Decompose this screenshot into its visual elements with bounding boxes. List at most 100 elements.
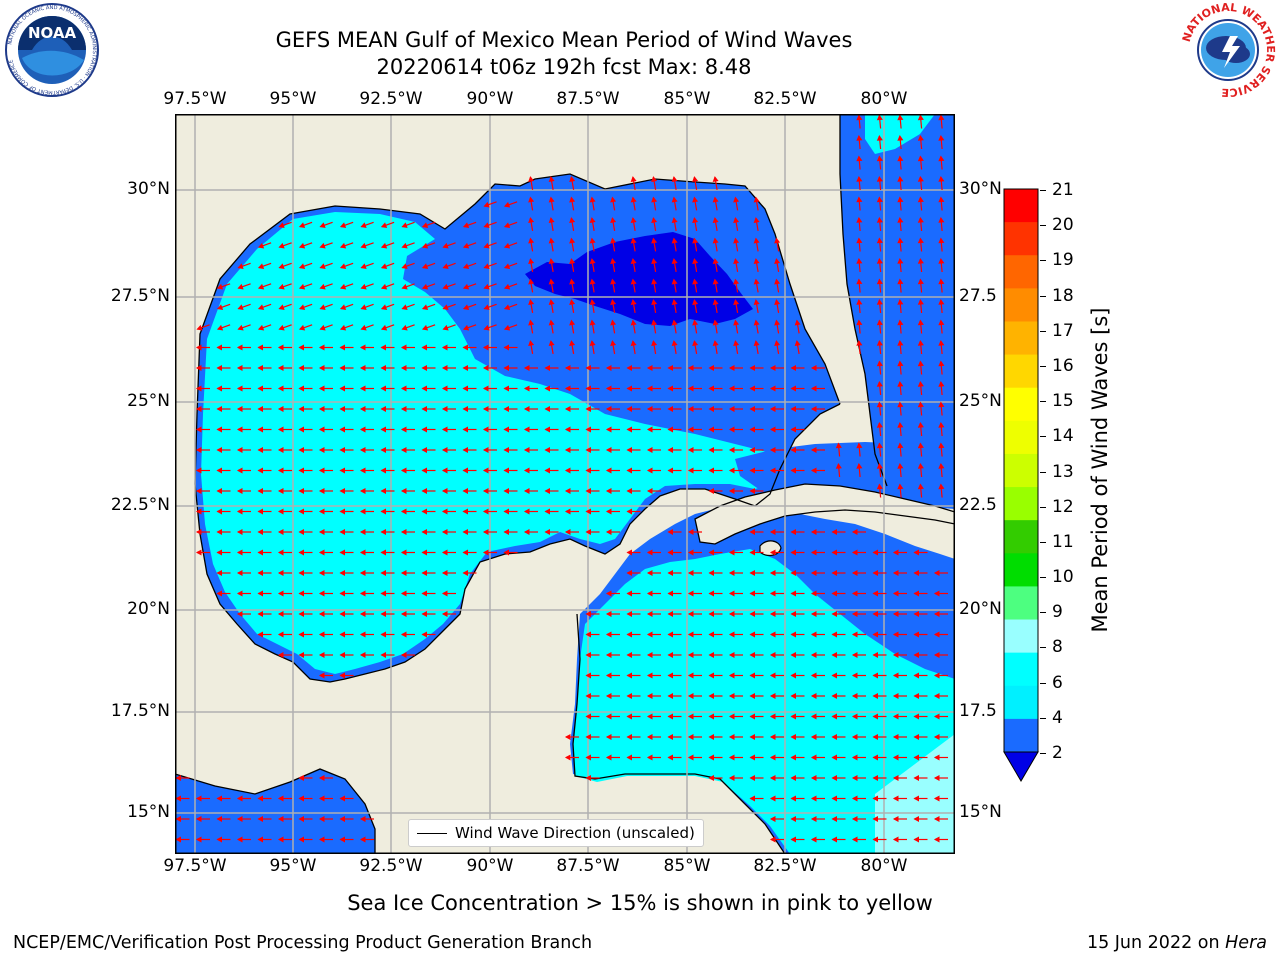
wave-direction-arrowhead [646, 549, 653, 556]
wave-direction-arrowhead [589, 237, 596, 244]
sea-ice-note: Sea Ice Concentration > 15% is shown in … [347, 891, 933, 915]
lon-tick-top: 90°W [466, 89, 514, 109]
wave-direction-arrowhead [646, 487, 653, 495]
wave-direction-arrowhead [216, 487, 222, 495]
colorbar-tick-mark [1040, 365, 1046, 367]
wave-direction-arrowhead [503, 324, 511, 331]
wave-direction-arrowhead [359, 508, 366, 515]
wave-direction-arrowhead [380, 263, 388, 270]
wave-direction-arrowhead [692, 299, 699, 306]
lon-tick-top: 80°W [860, 89, 908, 109]
wave-direction-arrowhead [651, 258, 658, 265]
wave-direction-arrowhead [897, 380, 904, 387]
wave-direction-arrowhead [564, 364, 571, 372]
lat-ticks-right: 30°N 27.5 25°N 22.5 20°N 17.5 15°N [959, 0, 1004, 960]
wave-direction-arrowhead [917, 114, 924, 121]
wave-direction-arrowhead [605, 487, 612, 495]
wave-direction-arrowhead [503, 242, 511, 249]
wave-direction-arrowhead [339, 795, 345, 802]
wave-direction-arrowhead [400, 590, 407, 597]
wave-direction-arrowhead [569, 176, 576, 183]
wave-direction-arrowhead [733, 319, 740, 326]
wave-direction-arrowhead [298, 426, 304, 433]
wave-direction-arrowhead [195, 385, 202, 392]
wave-direction-arrowhead [917, 237, 924, 244]
wave-direction-arrowhead [646, 754, 653, 761]
wave-direction-arrowhead [585, 405, 591, 413]
wave-direction-arrowhead [692, 278, 699, 285]
wave-direction-arrowhead [401, 222, 408, 229]
wave-direction-arrowhead [298, 487, 304, 495]
wave-direction-arrowhead [380, 344, 386, 351]
wave-direction-arrowhead [876, 319, 883, 326]
wave-direction-arrowhead [236, 528, 243, 536]
wave-direction-arrowhead [728, 651, 735, 659]
wave-direction-arrowhead [892, 774, 899, 782]
wave-direction-arrowhead [917, 196, 924, 203]
wave-direction-arrowhead [298, 283, 306, 290]
wave-direction-arrowhead [298, 631, 304, 638]
wave-direction-arrowhead [462, 344, 468, 351]
wave-direction-arrowhead [646, 446, 653, 454]
wave-direction-arrowhead [585, 692, 591, 700]
wave-direction-arrowhead [810, 590, 817, 597]
colorbar-ticks: 21 20 19 18 17 16 15 14 13 12 11 10 9 8 6 4 2 [1040, 180, 1090, 770]
wave-direction-arrowhead [790, 385, 796, 392]
wave-direction-arrowhead [257, 385, 263, 392]
wave-direction-arrowhead [318, 815, 325, 823]
wave-direction-arrowhead [544, 426, 550, 433]
wave-direction-arrowhead [421, 324, 429, 331]
wave-direction-arrowhead [667, 446, 673, 454]
wave-direction-arrowhead [712, 340, 719, 347]
wave-direction-arrowhead [876, 298, 883, 305]
wave-direction-arrowhead [380, 385, 386, 392]
wave-direction-arrowhead [667, 672, 673, 679]
colorbar-tick-label: 9 [1052, 602, 1063, 623]
wave-direction-arrowhead [421, 528, 427, 536]
wave-direction-arrowhead [503, 304, 511, 311]
wave-direction-arrowhead [810, 610, 817, 618]
lat-ticks-left: 30°N 27.5°N 25°N 22.5°N 20°N 17.5°N 15°N [0, 0, 170, 960]
wave-direction-arrowhead [917, 257, 924, 264]
wave-direction-arrowhead [933, 733, 940, 741]
wave-direction-arrowhead [277, 344, 284, 351]
wave-direction-arrowhead [564, 487, 571, 495]
wave-direction-arrowhead [630, 237, 637, 244]
wave-direction-arrowhead [733, 196, 740, 203]
wave-direction-arrowhead [216, 590, 222, 597]
colorbar-tick-label: 2 [1052, 743, 1063, 763]
legend-label: Wind Wave Direction (unscaled) [455, 824, 695, 842]
colorbar-segment [1004, 553, 1038, 587]
wave-direction-arrowhead [503, 467, 509, 474]
wave-direction-arrowhead [257, 344, 263, 351]
wave-direction-arrowhead [585, 528, 591, 536]
wave-direction-arrowhead [318, 549, 325, 556]
wave-direction-arrowhead [400, 385, 407, 392]
wave-direction-arrowhead [610, 258, 617, 265]
lat-tick-left: 17.5°N [110, 701, 170, 721]
wave-direction-arrowhead [359, 364, 366, 372]
wave-direction-arrowhead [523, 405, 530, 413]
wave-direction-arrowhead [401, 304, 408, 311]
lon-tick-top: 95°W [269, 89, 317, 109]
wave-direction-arrowhead [790, 528, 796, 536]
wave-direction-arrowhead [810, 385, 817, 392]
wave-direction-arrowhead [671, 196, 678, 203]
wave-direction-arrowhead [528, 237, 535, 244]
lon-ticks-bottom: 97.5°W 95°W 92.5°W 90°W 87.5°W 85°W 82.5… [0, 856, 1280, 878]
wave-direction-arrowhead [277, 815, 284, 823]
wave-direction-arrowhead [298, 508, 304, 515]
wave-direction-arrowhead [913, 774, 919, 782]
wave-direction-arrowhead [339, 508, 345, 515]
wave-direction-arrowhead [851, 651, 858, 659]
wave-direction-arrowhead [175, 836, 181, 843]
wave-direction-arrowhead [339, 446, 345, 454]
wave-direction-arrowhead [810, 467, 817, 474]
wave-direction-arrowhead [605, 528, 612, 536]
wave-direction-arrowhead [835, 462, 842, 469]
wave-direction-arrowhead [851, 733, 858, 741]
wave-direction-arrowhead [671, 340, 678, 347]
wave-direction-arrowhead [872, 672, 878, 679]
wave-direction-arrowhead [585, 426, 591, 433]
colorbar-tick-label: 13 [1052, 461, 1074, 482]
